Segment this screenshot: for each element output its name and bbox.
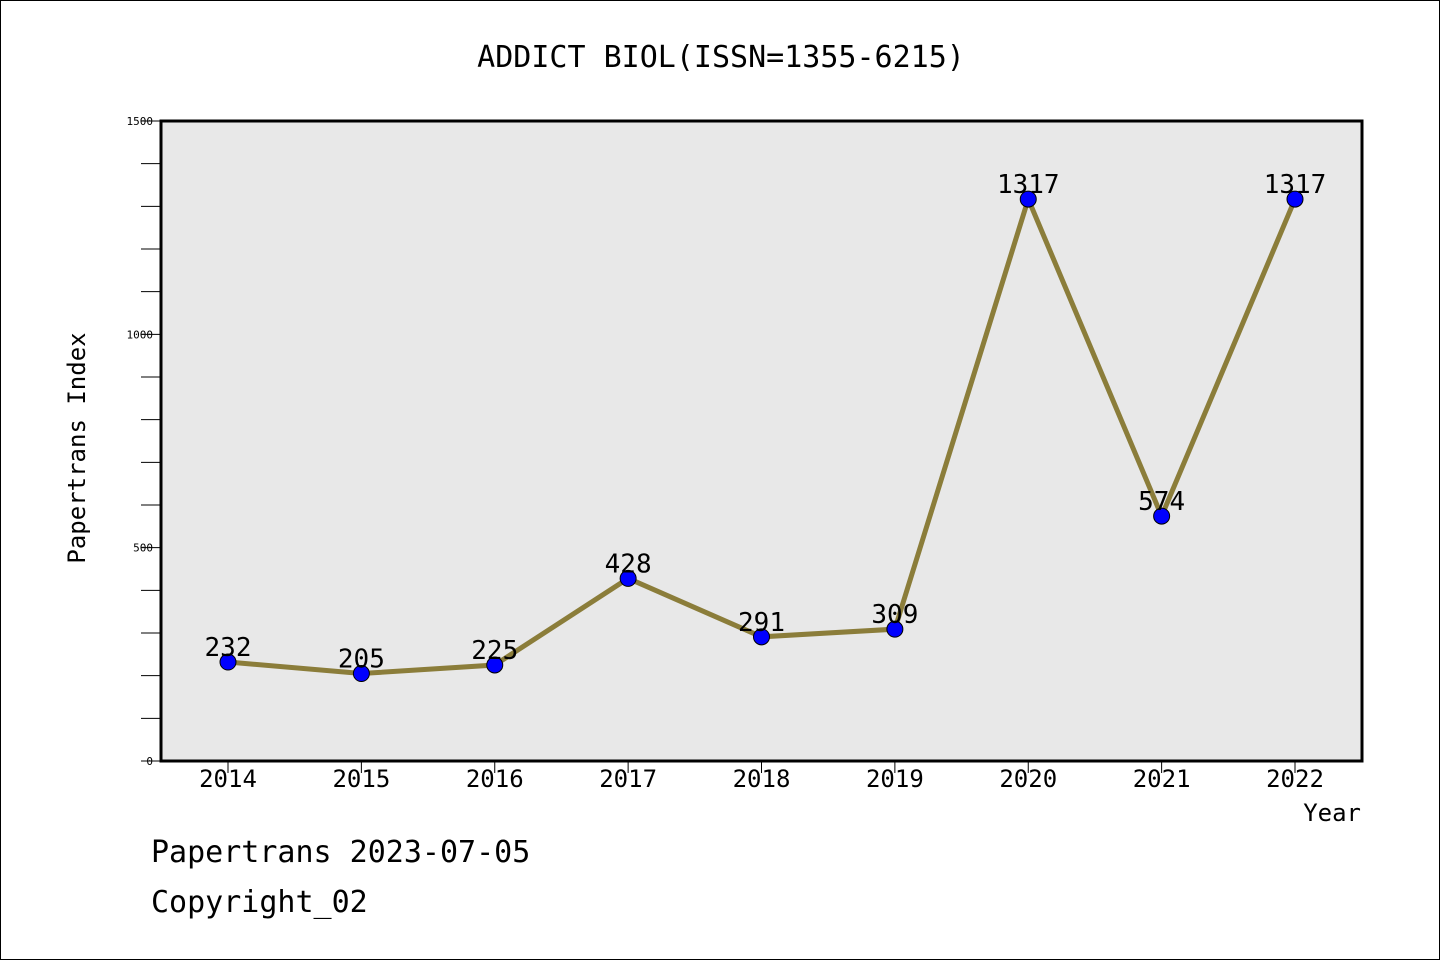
- data-point: [886, 620, 904, 638]
- x-tick-label: 2015: [332, 765, 390, 793]
- data-label: 291: [738, 608, 785, 638]
- data-label: 309: [871, 600, 918, 630]
- x-tick-label: 2014: [199, 765, 257, 793]
- data-label: 225: [471, 636, 518, 666]
- data-point: [219, 653, 237, 671]
- data-point: [753, 628, 770, 646]
- footer-copyright: Copyright_02: [151, 885, 368, 920]
- footer-date: Papertrans 2023-07-05: [151, 835, 531, 870]
- data-point: [486, 656, 504, 674]
- data-label: 574: [1138, 487, 1185, 517]
- y-axis: 0 500 1000 1500: [127, 115, 161, 768]
- y-axis-label: Papertrans Index: [63, 332, 91, 563]
- data-label: 428: [605, 549, 652, 579]
- data-label: 1317: [997, 170, 1060, 200]
- data-labels: 232 205 225 428 291 309 1317 574 1317: [205, 170, 1327, 674]
- x-tick-label: 2016: [466, 765, 524, 793]
- x-tick-label: 2017: [599, 765, 657, 793]
- y-tick-label: 500: [133, 542, 153, 555]
- data-point: [1153, 507, 1171, 525]
- x-tick-label: 2022: [1266, 765, 1324, 793]
- y-tick-label: 1000: [127, 328, 154, 341]
- data-markers: [219, 190, 1304, 683]
- y-tick-label: 1500: [127, 115, 154, 128]
- data-label: 232: [205, 633, 252, 663]
- x-axis: 2014 2015 2016 2017 2018 2019 2020 2021 2022: [199, 761, 1324, 793]
- plot-area: [159, 119, 1364, 763]
- data-label: 1317: [1264, 170, 1327, 200]
- data-point: [1286, 190, 1304, 208]
- x-tick-label: 2018: [733, 765, 791, 793]
- x-tick-label: 2020: [999, 765, 1057, 793]
- data-point: [352, 665, 370, 683]
- y-tick-label: 0: [146, 755, 153, 768]
- data-point: [1019, 190, 1037, 208]
- x-tick-label: 2021: [1133, 765, 1191, 793]
- data-point: [619, 569, 637, 587]
- chart-title: ADDICT BIOL(ISSN=1355-6215): [477, 40, 965, 75]
- x-tick-label: 2019: [866, 765, 924, 793]
- x-axis-label: Year: [1303, 799, 1361, 827]
- data-label: 205: [338, 645, 385, 675]
